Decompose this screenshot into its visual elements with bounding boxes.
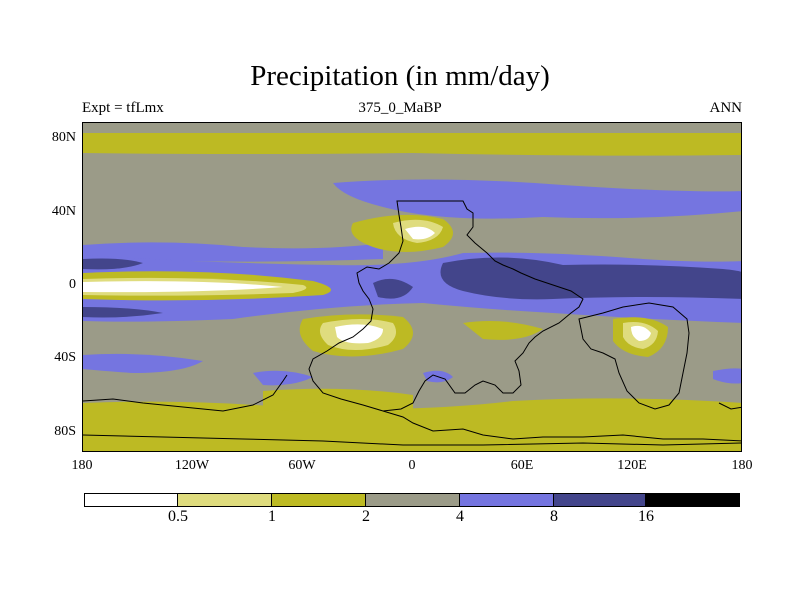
north-storm-track-west	[83, 242, 383, 262]
continent-outlines	[83, 200, 741, 446]
north-polar-band	[83, 123, 741, 133]
colorbar-box-3	[272, 493, 366, 507]
plot-title: Precipitation (in mm/day)	[250, 60, 550, 92]
east-continent-outline	[578, 302, 690, 410]
south-yellow-band	[83, 398, 741, 451]
precipitation-map	[83, 123, 741, 451]
south-wet-east	[713, 368, 741, 384]
colorbar-box-2	[178, 493, 272, 507]
y-label-40s: 40S	[54, 350, 76, 365]
north-dry-pocket-core	[405, 226, 435, 240]
south-dry-west-core	[335, 324, 383, 344]
far-south-outline	[83, 434, 741, 446]
experiment-label: Expt = tfLmx	[82, 100, 164, 116]
colorbar-label-0-5: 0.5	[168, 508, 188, 525]
colorbar-label-8: 8	[550, 508, 558, 525]
far-east-outline	[718, 402, 741, 410]
south-continent-outline	[382, 410, 741, 442]
south-dry-east-core	[631, 325, 651, 341]
x-label-60w: 60W	[288, 458, 316, 473]
very-wet-band-west	[83, 258, 143, 270]
colorbar-box-4	[366, 493, 460, 507]
very-wet-spot	[373, 278, 413, 299]
colorbar-label-2: 2	[362, 508, 370, 525]
west-southern-outline	[83, 374, 288, 412]
north-continent-outline	[308, 200, 584, 412]
colorbar-box-1	[84, 493, 178, 507]
colorbar-label-16: 16	[638, 508, 654, 525]
x-label-120e: 120E	[617, 458, 647, 473]
colorbar-box-5	[460, 493, 554, 507]
x-label-120w: 120W	[174, 458, 210, 473]
y-label-eq: 0	[69, 277, 76, 292]
colorbar-box-7	[646, 493, 740, 507]
very-wet-band	[440, 257, 741, 300]
x-label-0: 0	[408, 458, 416, 473]
x-label-180w: 180	[71, 458, 93, 473]
colorbar-label-1: 1	[268, 508, 276, 525]
very-wet-band-west-south	[83, 307, 163, 318]
south-yellow-lobe	[263, 388, 413, 414]
period-label: 375_0_MaBP	[358, 100, 442, 116]
x-label-180e: 180	[731, 458, 753, 473]
colorbar-label-4: 4	[456, 508, 464, 525]
south-wet-center	[253, 370, 313, 386]
south-dry-mid	[463, 321, 543, 340]
equatorial-white-core	[83, 281, 283, 293]
x-label-60e: 60E	[510, 458, 534, 473]
y-label-40n: 40N	[51, 204, 76, 219]
south-wet-west	[83, 353, 203, 373]
y-label-80n: 80N	[51, 130, 76, 145]
y-label-80s: 80S	[54, 424, 76, 439]
north-yellow-band	[83, 133, 741, 156]
north-storm-track	[333, 179, 741, 219]
colorbar-box-6	[554, 493, 646, 507]
map-panel	[82, 122, 742, 452]
season-label: ANN	[709, 100, 743, 116]
